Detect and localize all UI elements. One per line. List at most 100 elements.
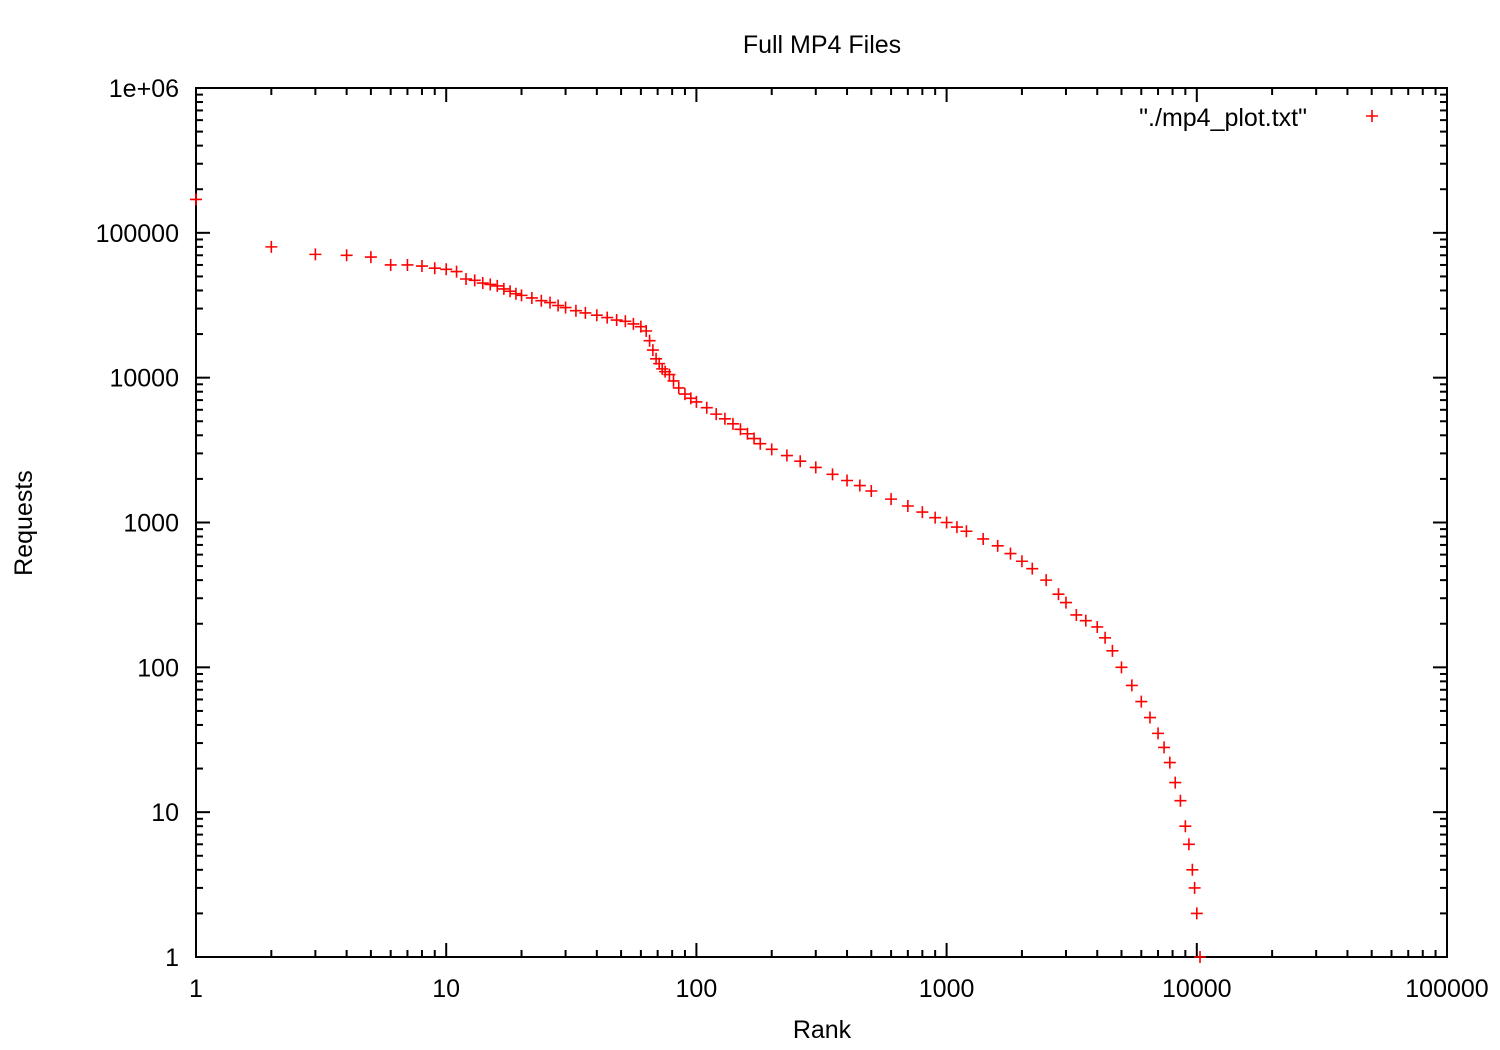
data-point — [1026, 562, 1039, 575]
data-point — [569, 304, 582, 317]
data-point — [653, 357, 666, 370]
data-point — [950, 521, 963, 534]
x-tick-label: 1000 — [919, 975, 975, 1003]
data-point — [853, 479, 866, 492]
data-point — [1179, 820, 1192, 833]
data-point — [794, 455, 807, 468]
x-axis-label: Rank — [793, 1016, 852, 1044]
data-point — [340, 249, 353, 262]
data-point — [559, 301, 572, 314]
data-point — [265, 240, 278, 253]
data-point — [640, 324, 653, 337]
data-point — [504, 285, 517, 298]
x-tick-label: 10 — [432, 975, 460, 1003]
data-point — [1040, 574, 1053, 587]
data-point — [718, 412, 731, 425]
y-axis-label: Requests — [10, 470, 38, 576]
legend-plus-marker — [1366, 110, 1378, 122]
data-point — [1004, 547, 1017, 560]
data-point — [780, 449, 793, 462]
data-point — [1015, 555, 1028, 568]
data-point — [754, 437, 767, 450]
data-point — [865, 485, 878, 498]
data-point — [1174, 794, 1187, 807]
data-point — [544, 296, 557, 309]
data-point — [627, 317, 640, 330]
data-point — [991, 539, 1004, 552]
data-point — [601, 311, 614, 324]
data-point — [1143, 711, 1156, 724]
data-point — [841, 474, 854, 487]
data-point — [901, 499, 914, 512]
data-point — [535, 294, 548, 307]
data-point — [476, 277, 489, 290]
legend: "./mp4_plot.txt" — [1139, 104, 1378, 132]
data-point — [619, 315, 632, 328]
data-point — [826, 468, 839, 481]
data-point — [401, 258, 414, 271]
data-point — [667, 374, 680, 387]
data-point — [1152, 727, 1165, 740]
data-point — [672, 381, 685, 394]
data-point — [1169, 776, 1182, 789]
data-point — [610, 314, 623, 327]
x-tick-label: 1 — [189, 975, 203, 1003]
data-point — [1188, 881, 1201, 894]
data-point — [916, 506, 929, 519]
data-point — [579, 306, 592, 319]
data-point — [450, 265, 463, 278]
data-point — [734, 423, 747, 436]
data-point — [809, 461, 822, 474]
data-point — [497, 282, 510, 295]
x-tick-label: 10000 — [1162, 975, 1232, 1003]
y-tick-label: 1 — [165, 944, 179, 972]
data-point — [468, 274, 481, 287]
data-point — [484, 278, 497, 291]
data-point — [1158, 741, 1171, 754]
data-point — [1186, 863, 1199, 876]
y-axis-ticks: 1 10 100 1000 10000 100000 1e+06 — [96, 75, 1447, 972]
data-point — [726, 417, 739, 430]
data-point — [1135, 695, 1148, 708]
data-point — [384, 258, 397, 271]
data-point — [190, 193, 202, 206]
y-tick-label: 100000 — [96, 220, 179, 248]
data-point — [741, 427, 754, 440]
data-point — [1194, 951, 1207, 963]
data-point — [460, 273, 473, 285]
data-point — [428, 262, 441, 275]
data-point — [646, 344, 659, 357]
x-tick-label: 100000 — [1405, 975, 1488, 1003]
data-point — [690, 395, 703, 408]
data-point — [1163, 756, 1176, 769]
data-point — [710, 408, 723, 421]
legend-marker-plus-icon — [1366, 110, 1378, 122]
data-point — [491, 279, 504, 292]
data-point — [977, 532, 990, 545]
y-tick-label: 1000 — [123, 510, 179, 538]
data-point — [1125, 679, 1138, 692]
data-point — [1059, 596, 1072, 609]
data-point — [663, 368, 676, 381]
data-point — [525, 291, 538, 304]
data-point — [1190, 907, 1203, 920]
x-axis-ticks: 1 10 100 1000 10000 100000 — [189, 88, 1489, 1003]
data-point — [1115, 661, 1128, 674]
data-point — [960, 525, 973, 538]
plot-frame — [195, 87, 1448, 958]
data-point — [1079, 614, 1092, 627]
data-point — [1091, 620, 1104, 633]
data-point — [364, 251, 377, 264]
data-point — [765, 443, 778, 456]
data-point — [700, 401, 713, 414]
data-point — [309, 248, 322, 261]
data-point — [656, 362, 669, 375]
data-point — [1052, 588, 1065, 601]
data-point — [440, 263, 453, 276]
legend-label: "./mp4_plot.txt" — [1139, 104, 1307, 132]
data-point — [929, 511, 942, 524]
data-point — [885, 493, 898, 506]
y-tick-label: 10 — [151, 799, 179, 827]
data-point — [940, 516, 953, 529]
